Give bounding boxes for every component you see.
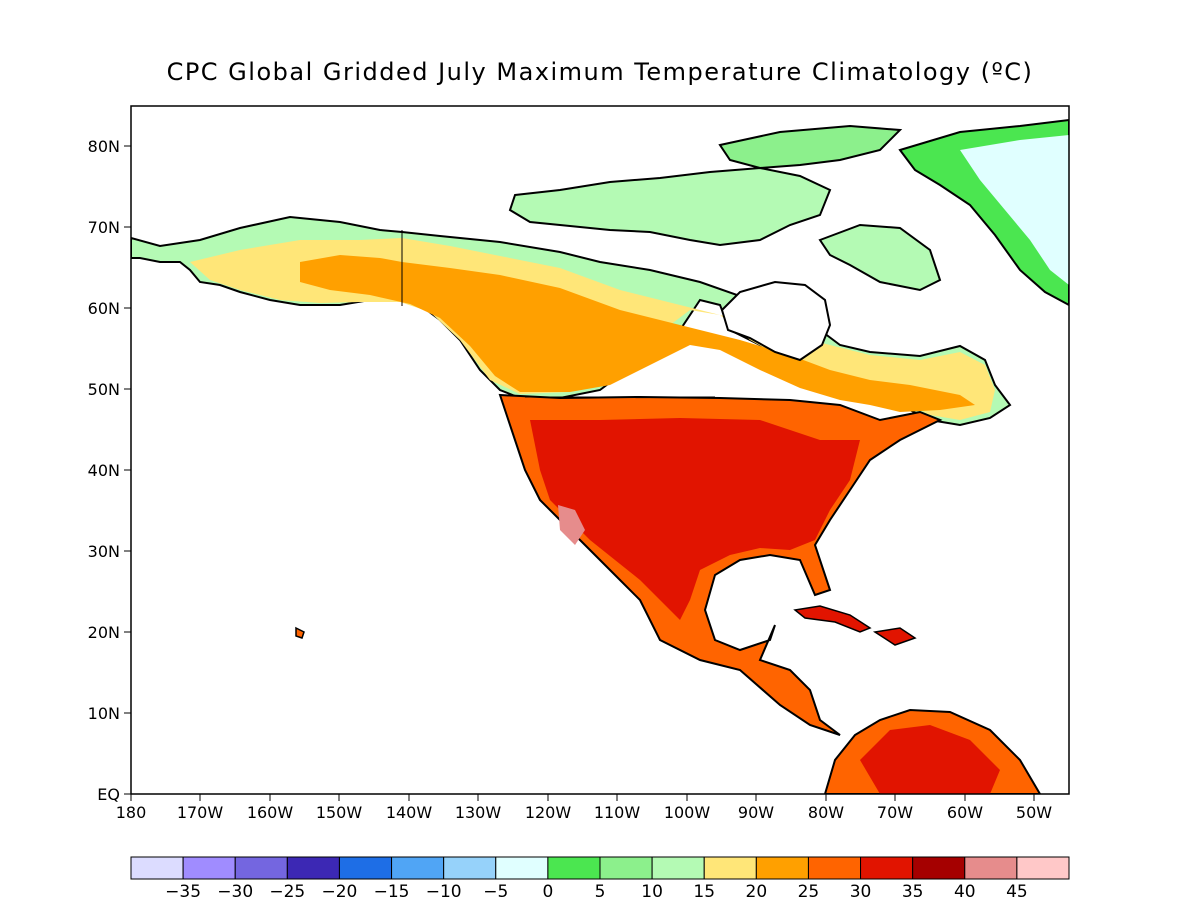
colorbar	[130, 856, 1070, 880]
lon-label: 50W	[1016, 803, 1052, 822]
colorbar-swatch	[495, 856, 549, 880]
colorbar-label: 15	[693, 882, 715, 900]
colorbar-label: 40	[954, 882, 976, 900]
colorbar-swatch	[443, 856, 497, 880]
lat-label: 50N	[88, 380, 120, 399]
lon-label: 110W	[594, 803, 641, 822]
colorbar-label: −25	[269, 882, 305, 900]
lon-label: 60W	[947, 803, 983, 822]
land-southwest-desert	[558, 505, 585, 545]
latitude-axis: EQ 10N 20N 30N 40N 50N 60N 70N 80N	[88, 137, 131, 804]
colorbar-swatch	[1016, 856, 1070, 880]
lat-label: EQ	[97, 785, 120, 804]
colorbar-labels: −35 −30 −25 −20 −15 −10 −5 0 5 10 15 20 25 30 35 40 45	[165, 882, 1028, 900]
map-frame	[130, 105, 1070, 795]
lon-label: 70W	[877, 803, 913, 822]
colorbar-label: 30	[850, 882, 872, 900]
hudson-bay	[720, 280, 832, 362]
lat-label: 20N	[88, 623, 120, 642]
colorbar-label: −15	[374, 882, 410, 900]
colorbar-swatch	[807, 856, 862, 880]
colorbar-label: 0	[542, 882, 553, 900]
colorbar-swatch	[547, 856, 601, 880]
colorbar-swatch	[286, 856, 340, 880]
lat-label: 60N	[88, 299, 120, 318]
land-cuba	[793, 605, 872, 633]
land-layer	[131, 118, 1069, 794]
map-title: CPC Global Gridded July Maximum Temperat…	[166, 58, 1034, 86]
colorbar-label: 25	[798, 882, 820, 900]
colorbar-label: 10	[641, 882, 663, 900]
land-arctic-islands	[508, 166, 832, 247]
colorbar-swatch	[234, 856, 288, 880]
colorbar-swatch	[182, 856, 236, 880]
colorbar-swatch	[651, 856, 705, 880]
land-hawaii	[295, 626, 305, 639]
colorbar-label: 45	[1006, 882, 1028, 900]
colorbar-swatch	[860, 856, 914, 880]
lon-label: 90W	[738, 803, 774, 822]
greenland-ice-sheet	[960, 135, 1069, 285]
colorbar-swatch	[912, 856, 966, 880]
colorbar-swatch	[338, 856, 393, 880]
land-canada-orange	[300, 255, 975, 412]
lat-label: 40N	[88, 461, 120, 480]
land-ellesmere	[718, 124, 903, 170]
lat-label: 80N	[88, 137, 120, 156]
colorbar-label: −10	[426, 882, 462, 900]
colorbar-label: −35	[165, 882, 201, 900]
longitude-axis: 180 170W 160W 150W 140W 130W 120W 110W 1…	[116, 794, 1052, 822]
colorbar-label: −20	[321, 882, 357, 900]
lat-label: 30N	[88, 542, 120, 561]
colorbar-label: 35	[902, 882, 924, 900]
colorbar-swatch	[964, 856, 1018, 880]
colorbar-label: −5	[483, 882, 508, 900]
lon-label: 80W	[808, 803, 844, 822]
colorbar-label: 5	[595, 882, 606, 900]
land-hispaniola	[872, 627, 917, 646]
lon-label: 160W	[247, 803, 294, 822]
colorbar-label: −30	[217, 882, 253, 900]
colorbar-swatch	[130, 856, 184, 880]
lon-label: 180	[116, 803, 147, 822]
lat-label: 10N	[88, 704, 120, 723]
colorbar-swatch	[703, 856, 757, 880]
lon-label: 130W	[455, 803, 502, 822]
lat-label: 70N	[88, 218, 120, 237]
land-baffin	[818, 223, 942, 292]
land-usa-red	[530, 418, 860, 620]
land-south-america-red	[860, 725, 1000, 794]
colorbar-label: 20	[746, 882, 768, 900]
colorbar-swatch	[391, 856, 445, 880]
colorbar-swatch	[599, 856, 653, 880]
colorbar-swatch	[755, 856, 809, 880]
lon-label: 120W	[525, 803, 572, 822]
lon-label: 140W	[386, 803, 433, 822]
lon-label: 170W	[177, 803, 224, 822]
lon-label: 100W	[664, 803, 711, 822]
lon-label: 150W	[316, 803, 363, 822]
